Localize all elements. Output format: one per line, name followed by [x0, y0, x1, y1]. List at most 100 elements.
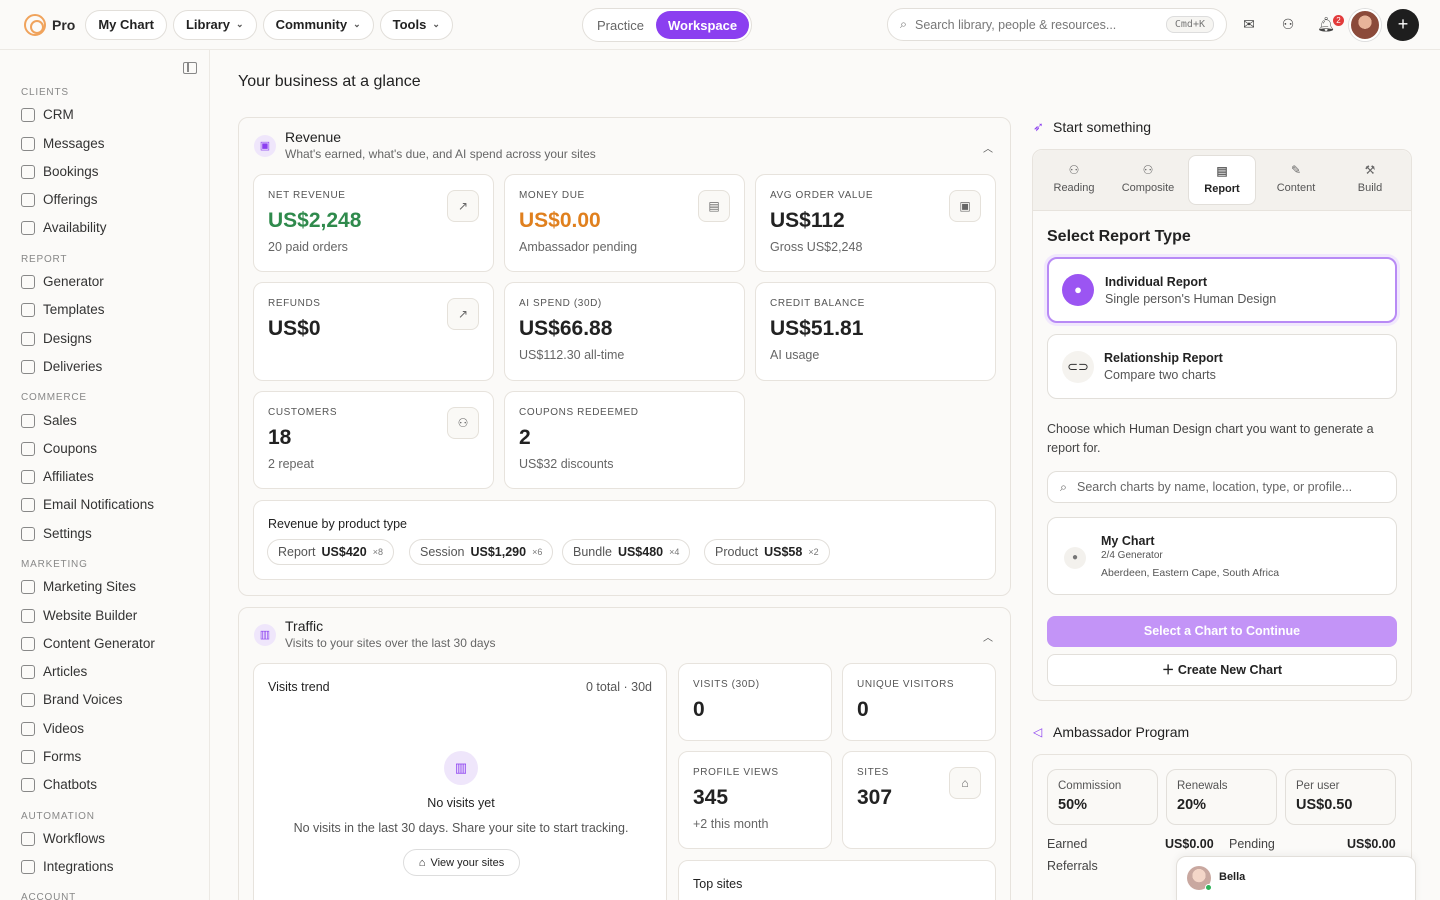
sidebar-item-affiliates[interactable]: Affiliates [21, 469, 94, 484]
continue-button[interactable]: Select a Chart to Continue [1047, 616, 1397, 647]
sidebar-item-sales[interactable]: Sales [21, 413, 77, 428]
type-chip-product[interactable]: Product US$58 ×2 [704, 539, 830, 565]
sidebar-item-deliveries[interactable]: Deliveries [21, 359, 102, 374]
sidebar-item-crm[interactable]: CRM [21, 107, 74, 122]
chevron-up-icon[interactable]: ︿ [983, 633, 993, 644]
sidebar-item-settings[interactable]: Settings [21, 526, 92, 541]
sidebar-item-content-generator[interactable]: Content Generator [21, 636, 155, 651]
chat-widget[interactable]: Bella [1176, 856, 1416, 900]
nav-community[interactable]: Community ⌄ [262, 9, 374, 40]
sidebar-item-messages[interactable]: Messages [21, 136, 105, 151]
chart-location: Aberdeen, Eastern Cape, South Africa [1101, 567, 1280, 579]
sidebar-item-label: CRM [43, 107, 74, 122]
sidebar-item-label: Articles [43, 664, 88, 679]
sidebar-item-website-builder[interactable]: Website Builder [21, 608, 137, 623]
brand-logo[interactable]: Pro [24, 13, 75, 36]
type-chip-report[interactable]: Report US$420 ×8 [267, 539, 394, 565]
bar-chart-icon: ▥ [444, 751, 478, 785]
relationship-report-option[interactable]: ⊂⊃ Relationship Report Compare two chart… [1047, 334, 1397, 399]
bell-icon[interactable]: 🔔︎ [1317, 16, 1335, 32]
sidebar-item-availability[interactable]: Availability [21, 220, 107, 235]
create-button[interactable]: + [1387, 9, 1419, 41]
chip-count: ×6 [532, 547, 543, 557]
section-account: ACCOUNT [21, 892, 77, 900]
sidebar-item-marketing-sites[interactable]: Marketing Sites [21, 579, 136, 594]
visits-trend-title: Visits trend [268, 680, 330, 694]
type-chip-bundle[interactable]: Bundle US$480 ×4 [562, 539, 691, 565]
tab-label: Report [1204, 183, 1240, 195]
sidebar-item-articles[interactable]: Articles [21, 664, 87, 679]
tab-composite[interactable]: ⚇ Composite [1114, 155, 1182, 205]
chevron-up-icon[interactable]: ︿ [983, 144, 993, 155]
chip-name: Session [420, 545, 465, 559]
card-sub: US$112.30 all-time [519, 348, 625, 362]
sidebar-item-email-notifications[interactable]: Email Notifications [21, 497, 154, 512]
chip-amount: US$420 [321, 545, 367, 559]
section-clients: CLIENTS [21, 87, 69, 98]
mode-workspace[interactable]: Workspace [655, 11, 750, 39]
chart-search-input[interactable]: ⌕ Search charts by name, location, type,… [1047, 471, 1397, 503]
mail-icon[interactable]: ✉ [1243, 16, 1255, 32]
revenue-subtitle: What's earned, what's due, and AI spend … [285, 147, 596, 161]
mode-switch: Practice Workspace [582, 8, 753, 42]
card-label: MONEY DUE [519, 190, 585, 201]
card-label: SITES [857, 767, 889, 778]
stat-label: Renewals [1177, 780, 1228, 792]
sidebar-item-designs[interactable]: Designs [21, 331, 92, 346]
sidebar-item-forms[interactable]: Forms [21, 749, 81, 764]
document-icon [21, 274, 35, 289]
earned-value: US$0.00 [1165, 837, 1214, 851]
sidebar-item-videos[interactable]: Videos [21, 721, 84, 736]
sidebar-item-generator[interactable]: Generator [21, 274, 104, 289]
nav-library[interactable]: Library ⌄ [172, 9, 257, 40]
sidebar-item-label: Settings [43, 526, 92, 541]
chip-count: ×8 [372, 547, 383, 557]
sidebar-item-chatbots[interactable]: Chatbots [21, 777, 97, 792]
type-chip-session[interactable]: Session US$1,290 ×6 [409, 539, 554, 565]
nav-my-chart[interactable]: My Chart [85, 9, 167, 40]
create-chart-button[interactable]: ＋ Create New Chart [1047, 654, 1397, 686]
sidebar-item-coupons[interactable]: Coupons [21, 441, 97, 456]
sidebar-item-bookings[interactable]: Bookings [21, 164, 99, 179]
rocket-icon: ➶ [1033, 119, 1044, 134]
nav-tools[interactable]: Tools ⌄ [379, 9, 453, 40]
sidebar-item-label: Messages [43, 136, 105, 151]
section-marketing: MARKETING [21, 559, 88, 570]
card-sub: +2 this month [693, 817, 769, 831]
calendar-icon [21, 164, 35, 179]
avg-order-card: AVG ORDER VALUE US$112 Gross US$2,248 ▣ [755, 174, 996, 272]
mode-practice[interactable]: Practice [597, 17, 644, 33]
workflow-icon [21, 831, 35, 846]
sidebar-item-label: Sales [43, 413, 77, 428]
sidebar-item-templates[interactable]: Templates [21, 302, 105, 317]
card-label: UNIQUE VISITORS [857, 679, 955, 690]
sidebar-item-workflows[interactable]: Workflows [21, 831, 105, 846]
tab-build[interactable]: ⚒ Build [1336, 155, 1404, 205]
profile-views-card: PROFILE VIEWS 345 +2 this month [678, 751, 832, 849]
nav-label: My Chart [98, 17, 154, 32]
share-icon [21, 469, 35, 484]
individual-report-option[interactable]: ● Individual Report Single person's Huma… [1047, 257, 1397, 323]
add-user-icon[interactable]: ⚇ [1281, 16, 1295, 32]
tab-report[interactable]: ▤ Report [1188, 155, 1256, 205]
wand-icon: ✎ [1290, 163, 1302, 177]
card-label: COUPONS REDEEMED [519, 407, 639, 418]
bot-icon [21, 777, 35, 792]
chart-list-item[interactable]: ● My Chart 2/4 Generator Aberdeen, Easte… [1047, 517, 1397, 595]
revenue-by-type-title: Revenue by product type [268, 517, 407, 531]
coupons-card: COUPONS REDEEMED 2 US$32 discounts [504, 391, 745, 489]
tab-reading[interactable]: ⚇ Reading [1040, 155, 1108, 205]
user-avatar[interactable] [1349, 9, 1381, 41]
card-label: CUSTOMERS [268, 407, 338, 418]
trending-up-icon: ↗ [447, 190, 479, 222]
card-sub: 2 repeat [268, 457, 314, 471]
view-sites-button[interactable]: ⌂ View your sites [403, 849, 520, 876]
global-search[interactable]: ⌕ Search library, people & resources... … [887, 8, 1227, 41]
sidebar-item-brand-voices[interactable]: Brand Voices [21, 692, 123, 707]
sidebar-collapse-icon[interactable] [183, 62, 197, 74]
tab-content[interactable]: ✎ Content [1262, 155, 1330, 205]
stat-label: Commission [1058, 780, 1122, 792]
sidebar-item-offerings[interactable]: Offerings [21, 192, 98, 207]
search-icon: ⌕ [1060, 479, 1068, 494]
sidebar-item-integrations[interactable]: Integrations [21, 859, 114, 874]
